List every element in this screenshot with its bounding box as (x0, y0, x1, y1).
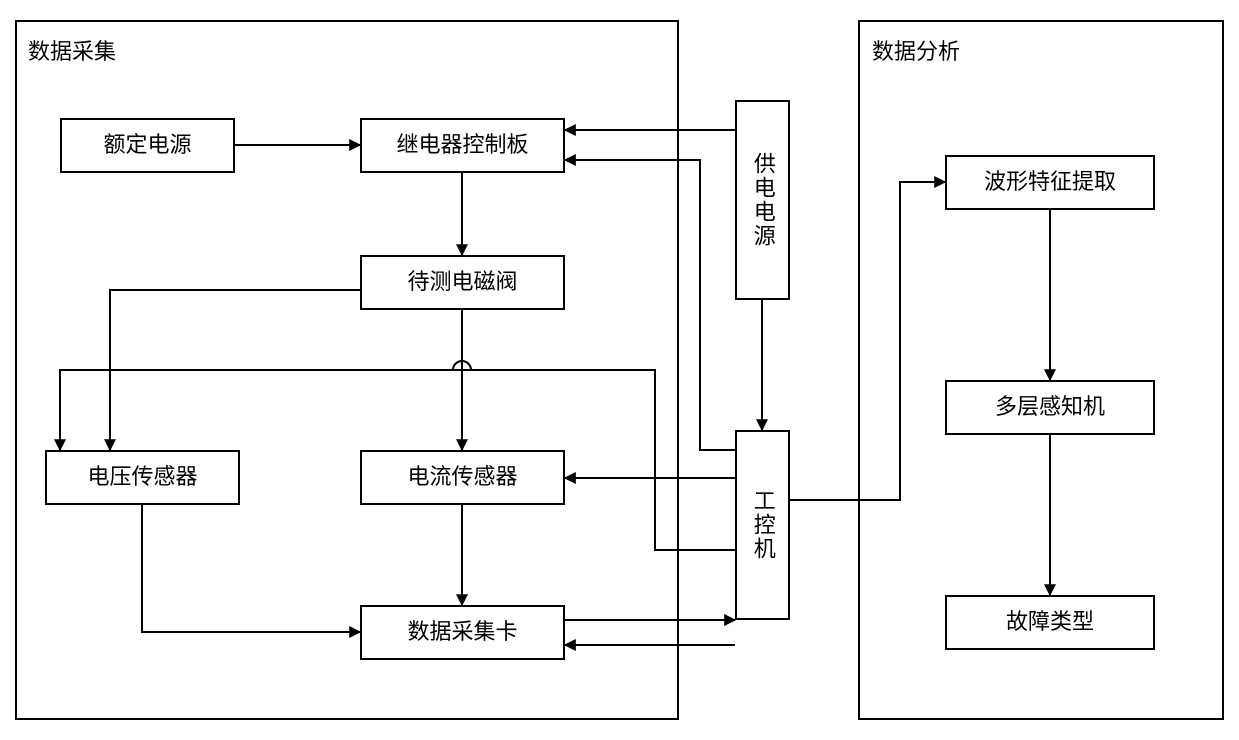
node-label: 电流传感器 (407, 463, 517, 492)
node-label: 电压传感器 (87, 463, 197, 492)
group-analysis-label: 数据分析 (872, 34, 960, 66)
node-label: 波形特征提取 (984, 168, 1116, 197)
node-dut-valve: 待测电磁阀 (360, 255, 565, 310)
node-label: 继电器控制板 (396, 131, 528, 160)
node-label: 额定电源 (103, 131, 191, 160)
node-mlp: 多层感知机 (945, 380, 1155, 435)
node-fault-type: 故障类型 (945, 595, 1155, 650)
node-rated-power: 额定电源 (60, 118, 235, 173)
node-label: 数据采集卡 (407, 618, 517, 647)
node-curr-sensor: 电流传感器 (360, 450, 565, 505)
node-label: 故障类型 (1006, 608, 1094, 637)
node-label: 供电电源 (748, 152, 777, 248)
node-volt-sensor: 电压传感器 (45, 450, 240, 505)
node-label: 多层感知机 (995, 393, 1105, 422)
node-label: 待测电磁阀 (407, 268, 517, 297)
node-daq-card: 数据采集卡 (360, 605, 565, 660)
group-acquisition-label: 数据采集 (28, 34, 116, 66)
node-relay-board: 继电器控制板 (360, 118, 565, 173)
node-power-supply: 供电电源 (735, 100, 790, 300)
node-label: 工控机 (748, 489, 777, 561)
node-ipc: 工控机 (735, 430, 790, 620)
diagram-canvas: 数据采集 数据分析 额定电源 继电器控制板 待测电磁阀 电压传感器 电流传感器 … (0, 0, 1239, 740)
node-feat-extract: 波形特征提取 (945, 155, 1155, 210)
